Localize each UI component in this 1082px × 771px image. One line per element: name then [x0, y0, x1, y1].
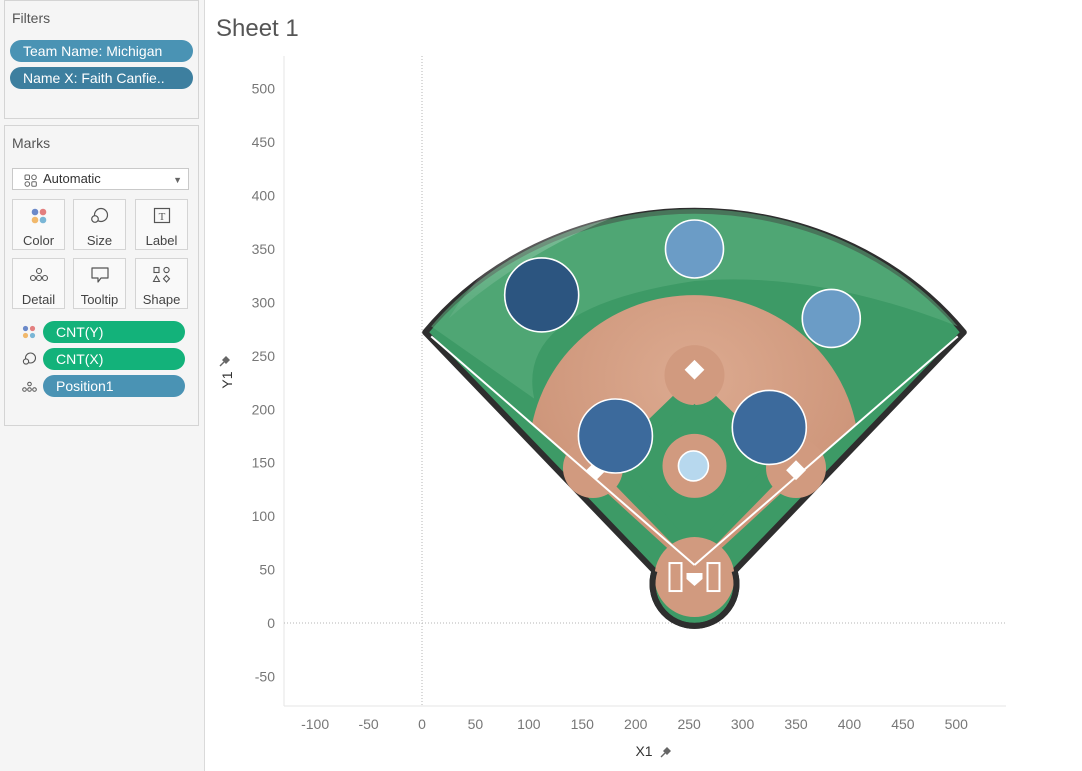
gloss-highlight: [445, 170, 780, 324]
color-button[interactable]: Color: [12, 199, 65, 250]
size-button[interactable]: Size: [73, 199, 126, 250]
x-tick-label: 150: [571, 716, 595, 732]
y-tick-label: -50: [255, 668, 275, 684]
filters-title: Filters: [12, 10, 51, 26]
home-wall: [649, 570, 740, 629]
shelf-pill-cnt-x[interactable]: CNT(X): [43, 348, 185, 370]
marks-layer: [503, 219, 862, 482]
detail-button-label: Detail: [21, 292, 56, 307]
foul-line-right: [693, 335, 959, 566]
x-axis-ticks: -100 -50 0 50 100 150 200 250 300 350 400 450 500: [301, 716, 968, 732]
filters-card: Filters Team Name: Michigan Name X: Fait…: [4, 0, 199, 119]
y-tick-label: 150: [252, 455, 276, 471]
data-point[interactable]: [731, 389, 808, 466]
sidebar: Filters Team Name: Michigan Name X: Fait…: [0, 0, 205, 771]
size-icon: [22, 352, 37, 371]
detail-button[interactable]: Detail: [12, 258, 65, 309]
data-point[interactable]: [664, 219, 725, 279]
home-plate: [686, 573, 703, 587]
y-tick-label: 250: [252, 348, 276, 364]
detail-icon: [22, 380, 37, 398]
mark-type-label: Automatic: [43, 171, 101, 186]
x-tick-label: 50: [468, 716, 484, 732]
y-tick-label: 100: [252, 508, 276, 524]
x-tick-label: 450: [891, 716, 915, 732]
y-tick-label: 0: [267, 615, 275, 631]
shape-icon: [136, 266, 187, 284]
pin-head: [222, 356, 230, 364]
y-tick-label: 350: [252, 241, 276, 257]
tooltip-icon: [74, 266, 125, 284]
x-axis-title[interactable]: X1: [635, 743, 652, 759]
size-button-label: Size: [86, 233, 113, 248]
y-axis-title[interactable]: Y1: [219, 371, 235, 388]
x-tick-label: 300: [731, 716, 755, 732]
data-point[interactable]: [677, 450, 710, 482]
batters-box-left: [668, 562, 683, 593]
outfield-highlight: [431, 209, 958, 399]
shelf-pill-position1[interactable]: Position1: [43, 375, 185, 397]
pin-head: [663, 747, 671, 755]
data-point[interactable]: [503, 257, 580, 333]
mark-type-dropdown[interactable]: Automatic ▼: [12, 168, 189, 190]
text-label-icon: T: [136, 207, 187, 225]
x-tick-label: 200: [624, 716, 648, 732]
y-tick-label: 50: [259, 562, 275, 578]
tooltip-button-label: Tooltip: [80, 292, 119, 307]
x-tick-label: 500: [945, 716, 969, 732]
shape-button-label: Shape: [142, 292, 181, 307]
x-tick-label: 0: [418, 716, 426, 732]
y-tick-label: 500: [252, 81, 276, 97]
pin-icon[interactable]: [219, 356, 230, 367]
shelf-pill-cnt-y[interactable]: CNT(Y): [43, 321, 185, 343]
color-dots-icon: [22, 325, 36, 344]
y-tick-label: 400: [252, 188, 276, 204]
scatter-plot: -100 -50 0 50 100 150 200 250 300 350 400 450 500 50…: [219, 56, 1006, 759]
marks-title: Marks: [12, 135, 51, 151]
filter-pill-team-name[interactable]: Team Name: Michigan: [10, 40, 193, 62]
filter-pill-name-x[interactable]: Name X: Faith Canfie..: [10, 67, 193, 89]
color-button-label: Color: [22, 233, 55, 248]
batters-box-right: [706, 562, 721, 593]
x-tick-label: -50: [358, 716, 378, 732]
data-point[interactable]: [577, 398, 654, 474]
y-tick-label: 450: [252, 134, 276, 150]
label-button[interactable]: T Label: [135, 199, 188, 250]
shape-button[interactable]: Shape: [135, 258, 188, 309]
foul-line-left: [430, 335, 696, 566]
size-icon: [74, 207, 125, 225]
second-base: [684, 359, 705, 380]
y-tick-label: 300: [252, 294, 276, 310]
x-tick-label: 250: [677, 716, 701, 732]
pin-icon[interactable]: [660, 747, 671, 758]
automatic-mark-icon: [24, 173, 38, 193]
marks-card: Marks Automatic ▼: [4, 125, 199, 426]
pin-needle: [660, 752, 666, 758]
detail-icon: [13, 266, 64, 284]
sheet-title: Sheet 1: [216, 15, 299, 42]
x-tick-label: 400: [838, 716, 862, 732]
color-dots-icon: [13, 207, 64, 225]
svg-text:T: T: [158, 211, 165, 223]
chevron-down-icon: ▼: [173, 175, 182, 185]
pin-needle: [219, 361, 225, 367]
first-base: [786, 460, 806, 481]
x-tick-label: 350: [784, 716, 808, 732]
axis-lines: [283, 56, 1006, 707]
tooltip-button[interactable]: Tooltip: [73, 258, 126, 309]
x-tick-label: -100: [301, 716, 329, 732]
data-point[interactable]: [801, 288, 862, 349]
label-button-label: Label: [145, 233, 178, 248]
x-tick-label: 100: [517, 716, 541, 732]
y-tick-label: 200: [252, 401, 276, 417]
